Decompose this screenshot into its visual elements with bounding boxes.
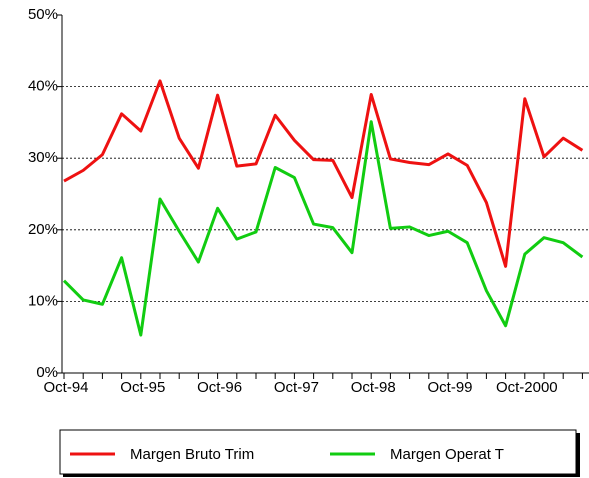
x-tick-label: Oct-2000 xyxy=(496,379,558,396)
y-tick-label: 10% xyxy=(28,292,58,309)
x-tick-label: Oct-95 xyxy=(120,379,165,396)
series-line xyxy=(63,79,584,268)
y-tick-label: 20% xyxy=(28,221,58,238)
y-tick-label: 40% xyxy=(28,78,58,95)
legend-box xyxy=(59,429,577,475)
x-tick-label: Oct-99 xyxy=(427,379,472,396)
legend-label: Margen Bruto Trim xyxy=(130,446,254,463)
x-tick-label: Oct-96 xyxy=(197,379,242,396)
x-tick-label: Oct-97 xyxy=(274,379,319,396)
series-line xyxy=(62,120,584,337)
y-tick-label: 50% xyxy=(28,6,58,23)
x-tick-label: Oct-98 xyxy=(351,379,396,396)
legend-label: Margen Operat T xyxy=(390,446,504,463)
y-tick-label: 30% xyxy=(28,149,58,166)
y-tick-label: 0% xyxy=(36,364,58,381)
x-tick-label: Oct-94 xyxy=(43,379,88,396)
